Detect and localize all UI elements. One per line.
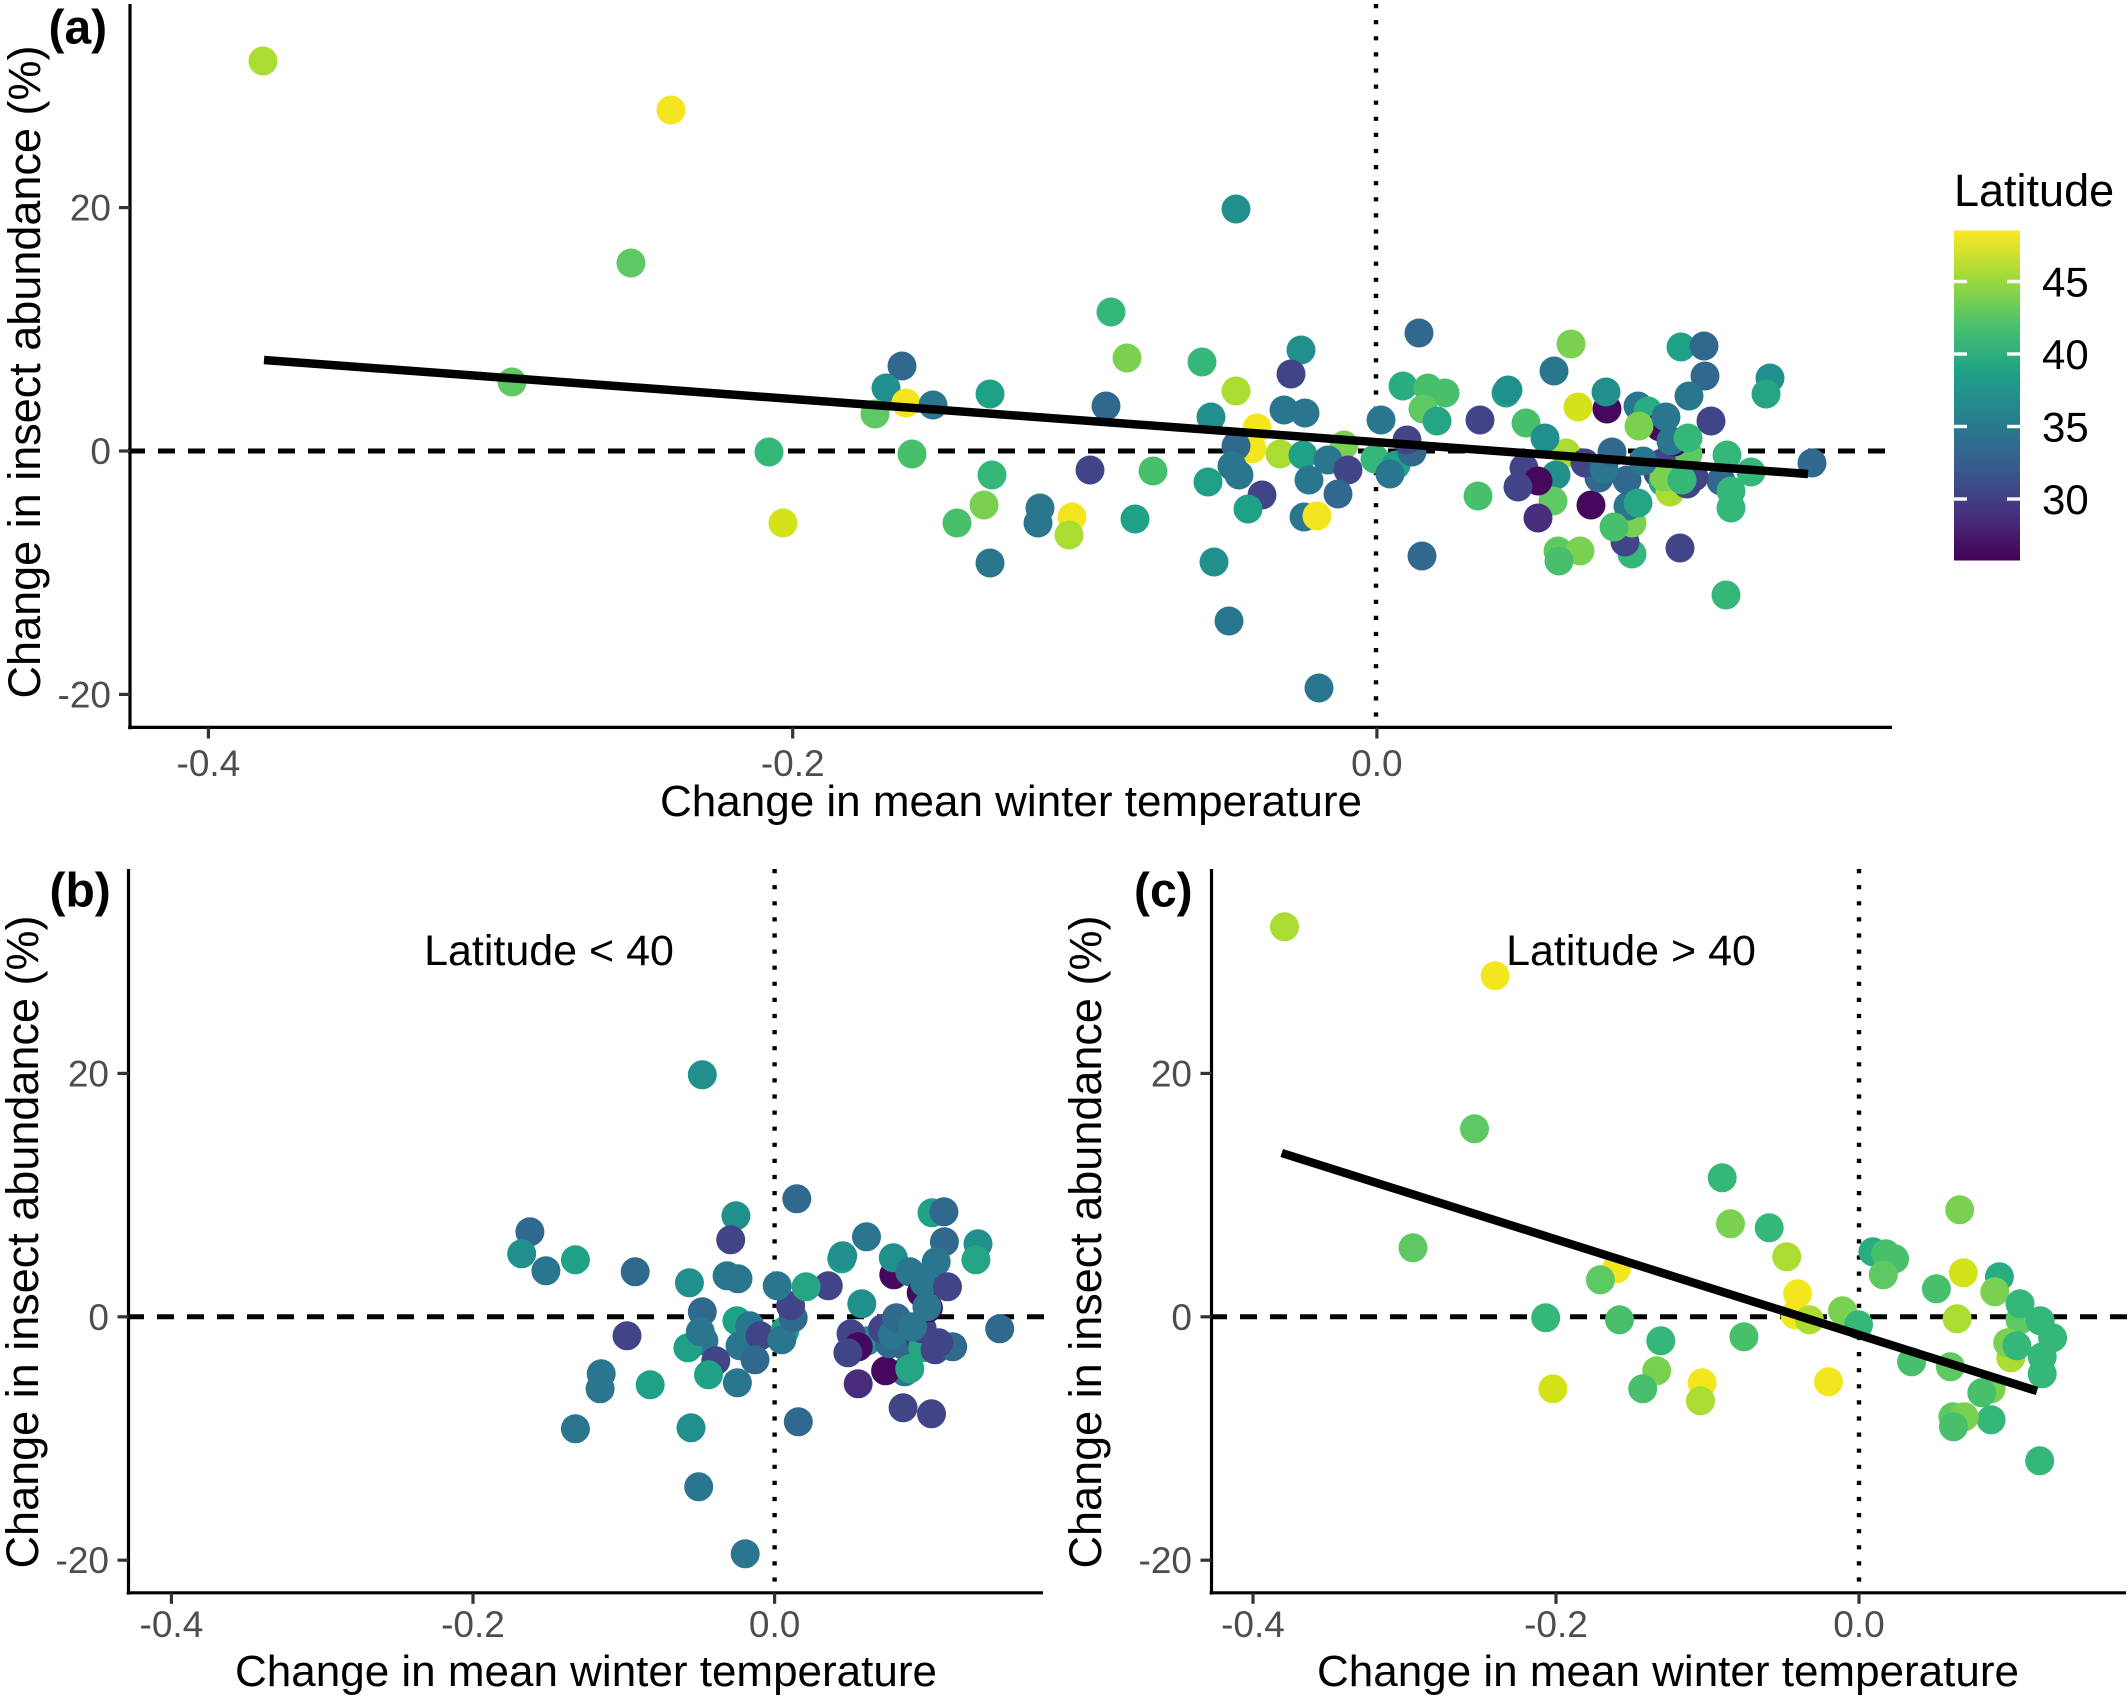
svg-text:0: 0 (1171, 1297, 1192, 1338)
svg-text:-0.4: -0.4 (1221, 1604, 1285, 1645)
svg-text:0.0: 0.0 (749, 1604, 800, 1645)
svg-text:Change in insect abundance (%): Change in insect abundance (%) (0, 46, 50, 699)
svg-text:0.0: 0.0 (1833, 1604, 1884, 1645)
svg-text:Change in mean winter temperat: Change in mean winter temperature (235, 1647, 937, 1696)
svg-text:Latitude < 40: Latitude < 40 (424, 927, 674, 975)
svg-text:Change in insect abundance (%): Change in insect abundance (%) (0, 916, 48, 1569)
svg-text:-20: -20 (1139, 1540, 1192, 1581)
svg-text:35: 35 (2042, 404, 2089, 451)
svg-text:-0.2: -0.2 (761, 743, 825, 784)
svg-text:-20: -20 (58, 674, 111, 715)
svg-text:(b): (b) (50, 865, 111, 918)
svg-text:40: 40 (2042, 331, 2089, 378)
svg-text:0.0: 0.0 (1351, 743, 1402, 784)
svg-text:20: 20 (68, 1053, 109, 1094)
svg-text:Change in mean winter temperat: Change in mean winter temperature (660, 777, 1362, 826)
svg-text:-0.2: -0.2 (441, 1604, 505, 1645)
svg-text:45: 45 (2042, 259, 2089, 306)
svg-text:Change in mean winter temperat: Change in mean winter temperature (1317, 1647, 2019, 1696)
svg-text:Latitude > 40: Latitude > 40 (1506, 927, 1756, 975)
svg-text:Change in insect abundance (%): Change in insect abundance (%) (1060, 916, 1111, 1569)
svg-text:-20: -20 (56, 1540, 109, 1581)
svg-text:Latitude: Latitude (1954, 165, 2114, 216)
svg-text:(c): (c) (1134, 865, 1193, 918)
svg-text:20: 20 (70, 188, 111, 229)
svg-text:20: 20 (1151, 1053, 1192, 1094)
svg-text:-0.2: -0.2 (1524, 1604, 1588, 1645)
svg-text:-0.4: -0.4 (140, 1604, 204, 1645)
svg-text:30: 30 (2042, 476, 2089, 523)
svg-text:0: 0 (88, 1297, 109, 1338)
svg-text:0: 0 (90, 431, 111, 472)
svg-text:-0.4: -0.4 (177, 743, 241, 784)
svg-text:(a): (a) (49, 2, 108, 55)
